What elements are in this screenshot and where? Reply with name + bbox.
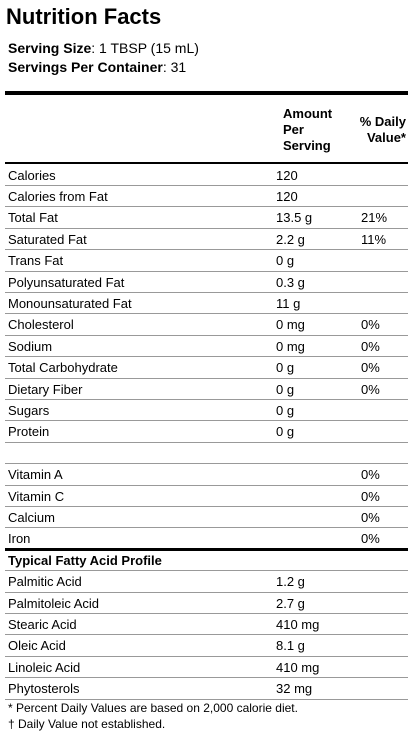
- column-header: Amount Per Serving: [283, 106, 333, 153]
- amount: 13.5 g: [276, 210, 313, 226]
- nutrient-name: Sodium: [8, 338, 53, 354]
- amount: 1.2 g: [276, 574, 305, 590]
- daily-value: 0%: [361, 338, 380, 354]
- rule: [5, 162, 408, 164]
- row-rule: [5, 249, 408, 251]
- row-rule: [5, 270, 408, 272]
- amount: 0 mg: [276, 338, 305, 354]
- row-rule: [5, 184, 408, 186]
- section-title: Typical Fatty Acid Profile: [8, 552, 162, 568]
- row-rule: [5, 206, 408, 208]
- row-rule: [5, 313, 408, 315]
- row-rule: [5, 677, 408, 679]
- nutrient-name: Monounsaturated Fat: [8, 295, 132, 311]
- row-rule: [5, 570, 408, 572]
- fatty-acid-name: Palmitoleic Acid: [8, 595, 100, 611]
- nutrient-name: Dietary Fiber: [8, 381, 83, 397]
- amount: 2.7 g: [276, 595, 305, 611]
- nutrient-name: Total Fat: [8, 210, 58, 226]
- value: : 1 TBSP (15 mL): [91, 40, 199, 56]
- amount: 2.2 g: [276, 231, 305, 247]
- row-rule: [5, 634, 408, 636]
- row-rule: [5, 227, 408, 229]
- vitamin-name: Iron: [8, 531, 31, 547]
- row-rule: [5, 527, 408, 529]
- daily-value: 0%: [361, 467, 380, 483]
- fatty-acid-name: Palmitic Acid: [8, 574, 82, 590]
- amount: 0 g: [276, 381, 295, 397]
- daily-value: 0%: [361, 531, 380, 547]
- row-rule: [5, 420, 408, 422]
- servings: Servings Per Container: 31: [8, 59, 186, 75]
- nutrient-name: Protein: [8, 424, 50, 440]
- value: : 31: [162, 59, 187, 75]
- nutrient-name: Total Carbohydrate: [8, 360, 118, 376]
- amount: 0 g: [276, 253, 295, 269]
- daily-value: 21%: [361, 210, 388, 226]
- vitamin-name: Calcium: [8, 509, 55, 525]
- column-header: % Daily Value*: [359, 114, 406, 145]
- fatty-acid-name: Phytosterols: [8, 681, 80, 697]
- amount: 120: [276, 167, 298, 183]
- amount: 32 mg: [276, 681, 313, 697]
- amount: 0 g: [276, 424, 295, 440]
- row-rule: [5, 377, 408, 379]
- daily-value: 11%: [361, 231, 387, 247]
- amount: 0 mg: [276, 317, 305, 333]
- fatty-acid-name: Linoleic Acid: [8, 659, 81, 675]
- row-rule: [5, 505, 408, 507]
- nutrient-name: Cholesterol: [8, 317, 74, 333]
- row-rule: [5, 356, 408, 358]
- label: Serving Size: [8, 40, 92, 56]
- row-rule: [5, 612, 408, 614]
- footnote: * Percent Daily Values are based on 2,00…: [8, 700, 298, 715]
- thick-rule: [5, 91, 408, 95]
- row-rule: [5, 291, 408, 293]
- amount: 0 g: [276, 360, 295, 376]
- thick-rule: [5, 547, 408, 551]
- row-rule: [5, 334, 408, 336]
- daily-value: 0%: [361, 381, 380, 397]
- nutrient-name: Trans Fat: [8, 253, 64, 269]
- fatty-acid-name: Oleic Acid: [8, 638, 66, 654]
- footnote: † Daily Value not established.: [8, 716, 166, 731]
- amount: 0.3 g: [276, 274, 305, 290]
- nutrient-name: Calories: [8, 167, 56, 183]
- nutrient-name: Sugars: [8, 402, 50, 418]
- amount: 11 g: [276, 295, 301, 311]
- amount: 410 mg: [276, 659, 320, 675]
- amount: 410 mg: [276, 616, 320, 632]
- daily-value: 0%: [361, 317, 380, 333]
- fatty-acid-name: Stearic Acid: [8, 616, 77, 632]
- vitamin-name: Vitamin A: [8, 467, 63, 483]
- daily-value: 0%: [361, 509, 380, 525]
- serving-size: Serving Size: 1 TBSP (15 mL): [8, 40, 199, 56]
- amount: 8.1 g: [276, 638, 305, 654]
- label: Servings Per Container: [8, 59, 163, 75]
- amount: 0 g: [276, 402, 295, 418]
- row-rule: [5, 698, 408, 700]
- row-rule: [5, 591, 408, 593]
- row-rule: [5, 484, 408, 486]
- nutrient-name: Polyunsaturated Fat: [8, 274, 125, 290]
- nutrient-name: Calories from Fat: [8, 188, 108, 204]
- row-rule: [5, 463, 408, 465]
- amount: 120: [276, 188, 298, 204]
- row-rule: [5, 655, 408, 657]
- nutrient-name: Saturated Fat: [8, 231, 87, 247]
- row-rule: [5, 398, 408, 400]
- daily-value: 0%: [361, 488, 380, 504]
- daily-value: 0%: [361, 360, 380, 376]
- title: Nutrition Facts: [6, 4, 162, 29]
- vitamin-name: Vitamin C: [8, 488, 65, 504]
- row-rule: [5, 441, 408, 443]
